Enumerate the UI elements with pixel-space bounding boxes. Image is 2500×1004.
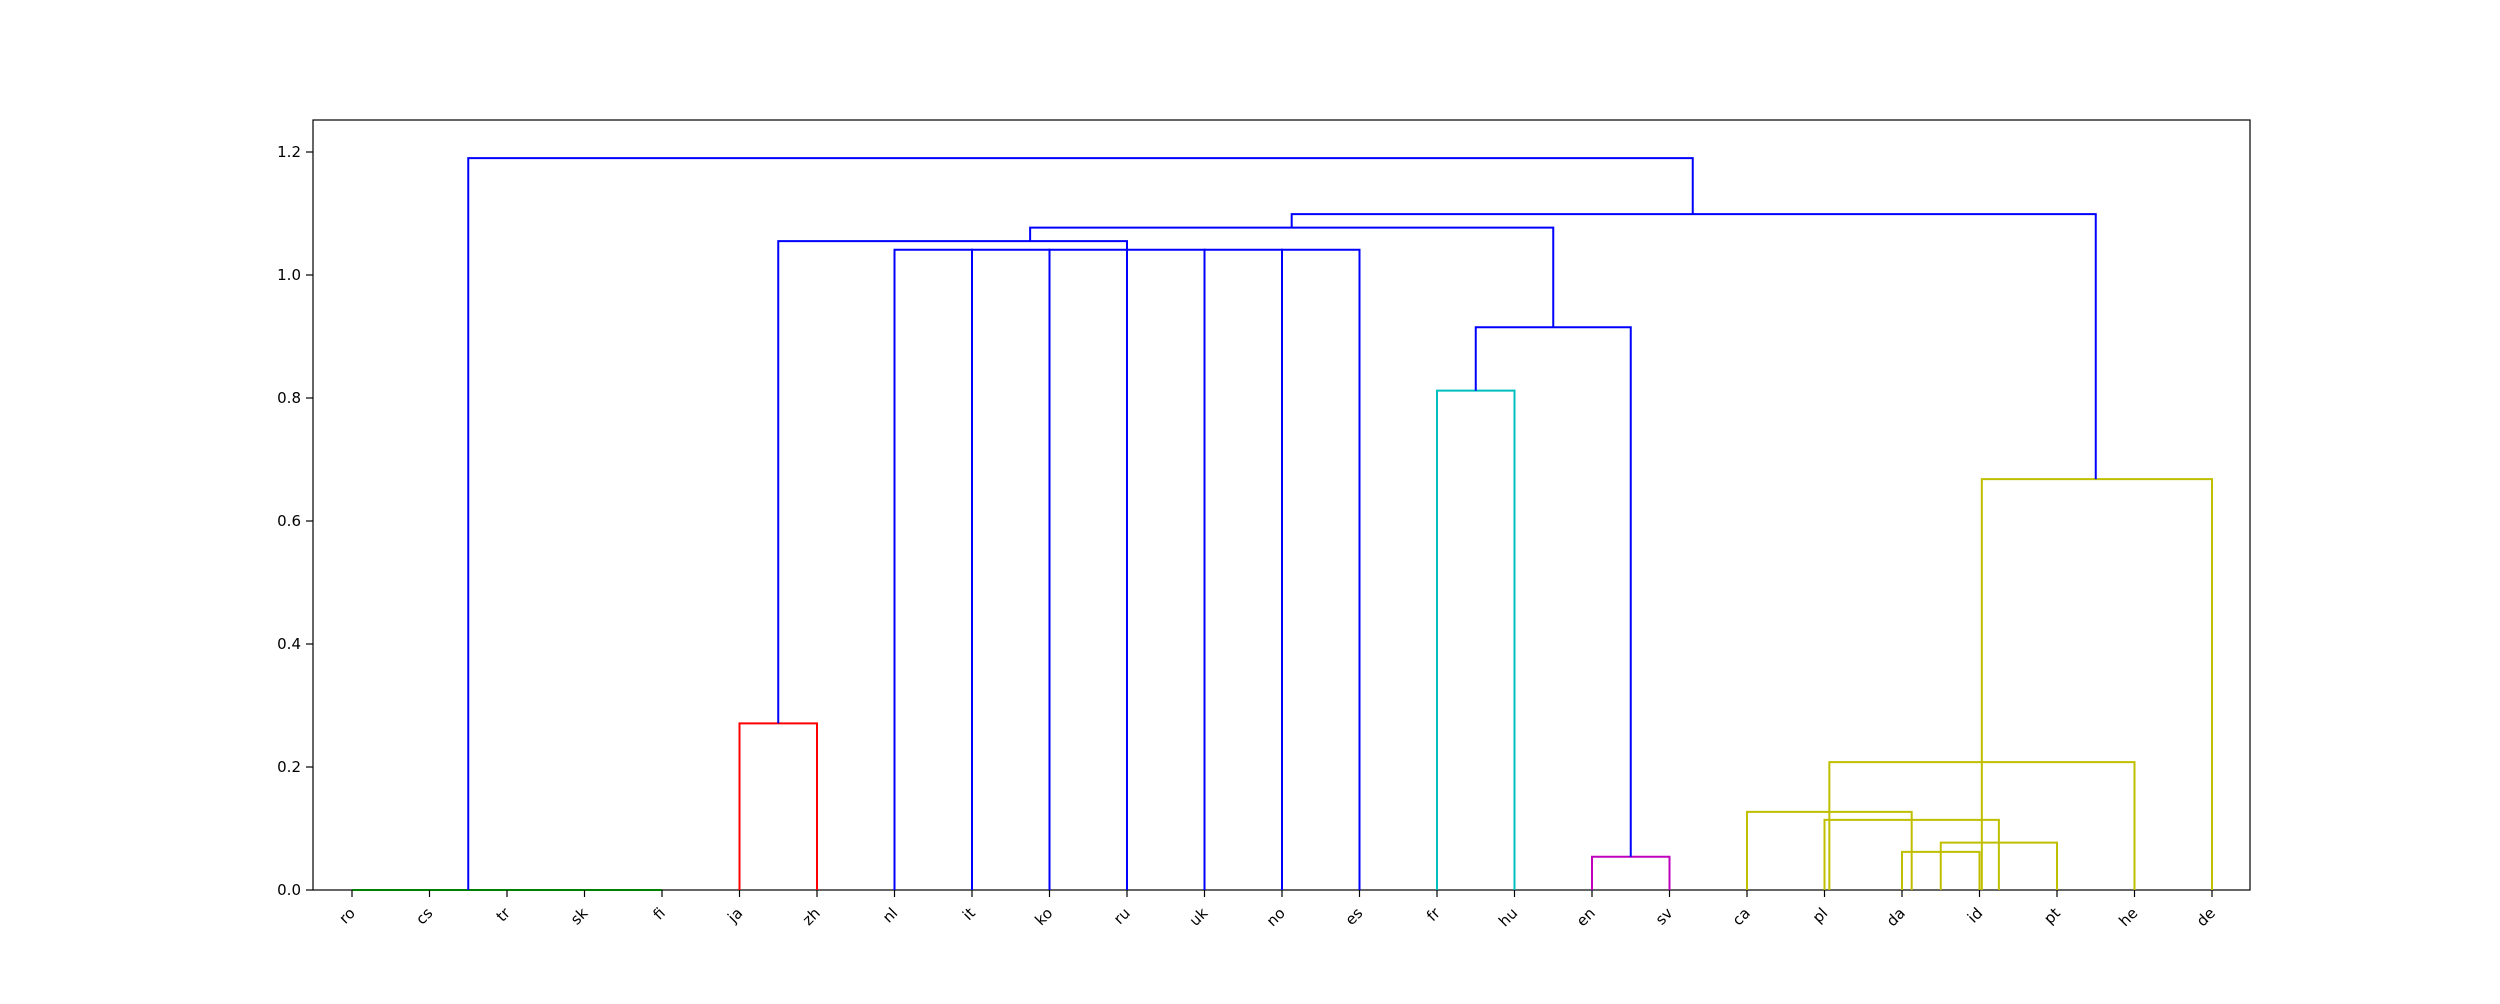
link-14 (971, 248, 1051, 890)
link-19 (777, 240, 1128, 724)
leaf-label-hu: hu (1495, 904, 1521, 930)
link-6 (1591, 855, 1671, 890)
leaf-label-uk: uk (1186, 904, 1212, 930)
link-22 (1290, 213, 2097, 480)
leaf-label-fr: fr (1423, 904, 1444, 925)
link-15 (1048, 248, 1128, 890)
leaf-label-ro: ro (335, 904, 358, 927)
leaf-label-ja: ja (723, 904, 746, 927)
leaf-label-fi: fi (649, 904, 668, 923)
leaf-label-pl: pl (1809, 904, 1831, 926)
y-tick-label: 0.2 (277, 758, 301, 776)
leaf-label-no: no (1263, 904, 1289, 930)
leaf-label-de: de (2193, 904, 2219, 930)
x-axis: ro cs tr sk fi ja zh nl it ko ru uk no es fr hu en sv ca pl… (335, 890, 2219, 930)
leaf-label-sk: sk (567, 904, 592, 929)
link-4 (738, 722, 818, 890)
link-23 (467, 157, 1694, 890)
leaf-label-ca: ca (1729, 904, 1754, 929)
leaf-label-da: da (1883, 904, 1909, 930)
y-axis: 0.0 0.2 0.4 0.6 0.8 1.0 1.2 (277, 143, 313, 899)
dendrogram-links (352, 157, 2213, 891)
leaf-label-pt: pt (2040, 904, 2064, 928)
link-21 (1029, 226, 1555, 328)
link-20 (1474, 326, 1632, 857)
link-13 (893, 248, 973, 890)
y-tick-label: 0.0 (277, 881, 301, 899)
y-tick-label: 0.4 (277, 635, 301, 653)
leaf-label-es: es (1342, 904, 1367, 929)
link-16 (1126, 248, 1206, 890)
y-tick-label: 0.8 (277, 389, 301, 407)
leaf-label-ru: ru (1110, 904, 1134, 928)
leaf-label-id: id (1964, 904, 1986, 926)
y-tick-label: 0.6 (277, 512, 301, 530)
link-18 (1281, 248, 1361, 890)
leaf-label-tr: tr (493, 904, 515, 926)
leaf-label-cs: cs (412, 904, 436, 928)
leaf-label-zh: zh (799, 904, 824, 929)
link-5 (1436, 389, 1516, 890)
link-12 (1980, 478, 2213, 890)
leaf-label-it: it (959, 904, 979, 924)
leaf-label-en: en (1573, 904, 1599, 930)
leaf-label-sv: sv (1652, 904, 1677, 929)
y-tick-label: 1.0 (277, 266, 301, 284)
link-17 (1203, 248, 1283, 890)
leaf-label-ko: ko (1031, 904, 1056, 929)
leaf-label-he: he (2115, 904, 2141, 930)
y-tick-label: 1.2 (277, 143, 301, 161)
leaf-label-nl: nl (879, 904, 901, 926)
